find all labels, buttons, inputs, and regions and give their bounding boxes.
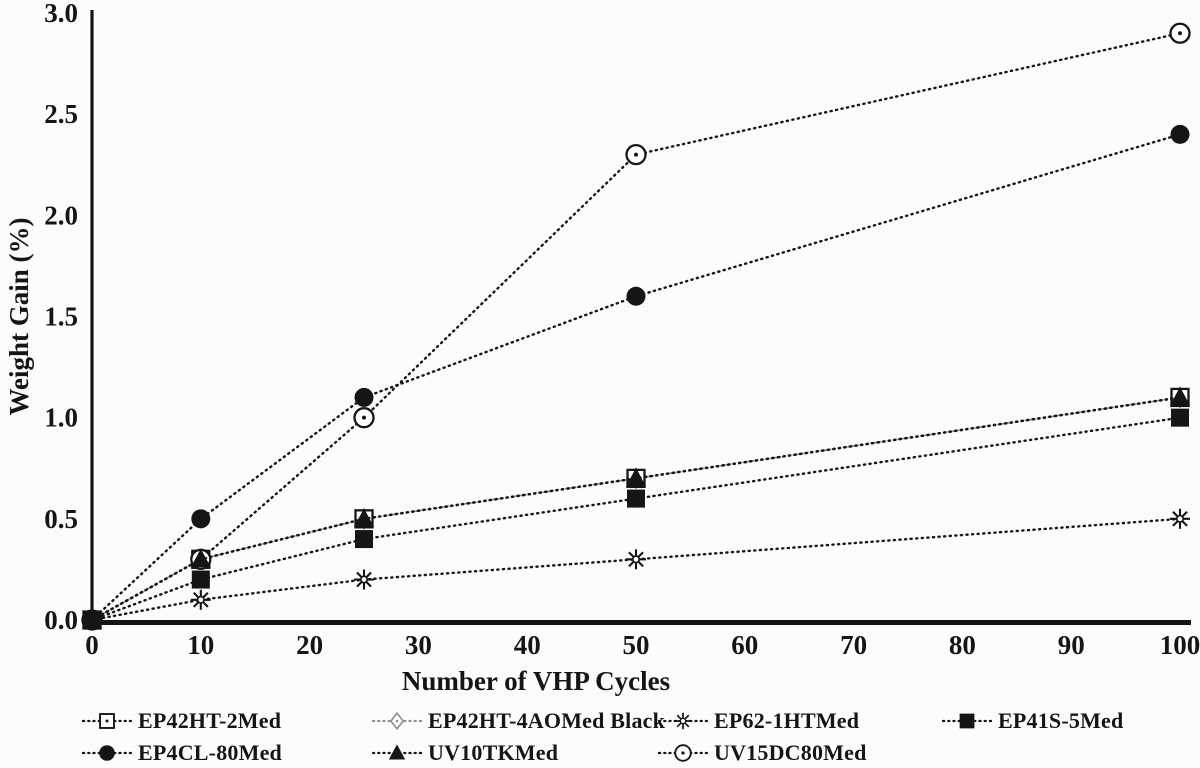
asterisk-marker-icon [1170,508,1190,529]
open-circle-dot-marker-icon [353,407,375,429]
open-square-dot-icon [82,713,132,729]
open-circle-dot-marker-icon [1169,22,1191,44]
open-circle-dot-icon [658,744,708,762]
asterisk-marker-icon [190,589,211,610]
y-axis-tick-label: 2.5 [44,99,78,129]
filled-square-icon [942,713,992,729]
legend-item-ep41s-5med: EP41S-5Med [942,708,1123,734]
series-ep41s-5med [83,408,1189,629]
legend-item-ep4cl-80med: EP4CL-80Med [82,740,282,766]
y-axis-title: Weight Gain (%) [4,217,34,415]
filled-triangle-marker-icon [1170,386,1190,406]
y-axis-tick-label: 2.0 [44,200,78,230]
legend-item-label: EP62-1HTMed [714,708,860,733]
filled-triangle-marker-icon [190,548,211,568]
x-axis-tick-label: 50 [623,630,650,660]
x-axis-tick-label: 30 [405,630,432,660]
open-circle-dot-marker-icon [625,143,647,166]
x-axis-title: Number of VHP Cycles [402,666,670,696]
open-diamond-dot-icon [372,711,422,731]
x-axis-tick-label: 80 [949,630,976,660]
y-axis-tick-label: 0.0 [44,605,78,635]
legend-item-label: UV10TKMed [428,740,559,765]
x-axis-tick-label: 70 [840,630,867,660]
x-axis-tick-label: 100 [1160,630,1200,660]
filled-square-marker-icon [1171,408,1189,427]
chart-canvas: 0.0 0.5 1.0 1.5 2.0 2.5 3.0 0 10 20 30 40 50 60 70 80 90… [4,0,1200,696]
filled-triangle-marker-icon [354,508,374,527]
legend-item-ep42ht-2med: EP42HT-2Med [82,708,281,734]
filled-triangle-icon [372,744,422,760]
legend-item-uv10tkmed: UV10TKMed [372,740,558,766]
filled-circle-icon [82,745,132,761]
filled-square-marker-icon [355,530,373,549]
x-axis-tick-label: 60 [731,630,758,660]
legend-item-label: EP41S-5Med [998,708,1124,733]
legend-item-ep62-1htmed: EP62-1HTMed [658,708,859,734]
filled-circle-marker-icon [191,509,211,529]
x-axis-tick-label: 90 [1058,630,1085,660]
filled-triangle-marker-icon [626,467,646,487]
series-line [90,416,1182,622]
legend-item-label: UV15DC80Med [714,740,867,765]
filled-square-marker-icon [83,611,101,629]
x-axis-tick-label: 0 [85,630,99,660]
x-axis-tick-label: 10 [187,630,214,660]
y-axis-tick-label: 1.5 [44,302,78,332]
legend-item-label: EP42HT-4AOMed Black [428,708,666,733]
x-axis-tick-label: 20 [296,630,323,660]
asterisk-icon [658,712,708,730]
legend-item-ep42ht-4aomed-black: EP42HT-4AOMed Black [372,708,665,734]
asterisk-marker-icon [626,549,646,570]
y-axis-tick-label: 0.5 [44,504,78,534]
filled-circle-marker-icon [626,286,646,306]
filled-square-marker-icon [191,570,210,589]
legend-item-label: EP42HT-2Med [138,708,282,733]
asterisk-marker-icon [354,569,374,590]
y-axis-tick-label: 3.0 [44,0,78,28]
filled-circle-marker-icon [354,387,374,407]
filled-circle-marker-icon [1170,124,1190,144]
x-axis-tick-label: 40 [514,630,541,660]
y-axis-tick-label: 1.0 [44,403,78,433]
legend-item-label: EP4CL-80Med [138,740,282,765]
legend-item-uv15dc80med: UV15DC80Med [658,740,867,766]
filled-square-marker-icon [627,489,645,508]
